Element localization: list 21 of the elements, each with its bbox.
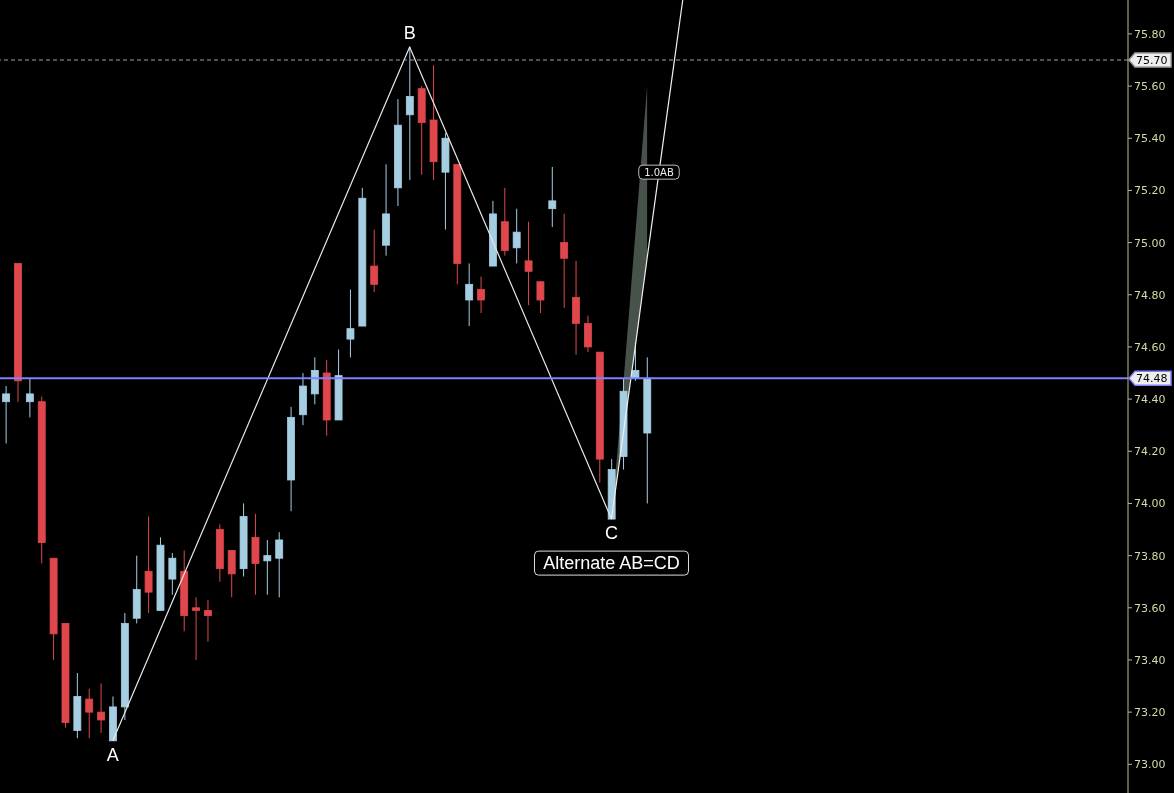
y-tick-label: 74.60	[1134, 340, 1166, 354]
y-tick-label: 75.80	[1134, 27, 1166, 41]
data-label: A	[106, 744, 119, 765]
y-tick-label: 74.20	[1134, 445, 1166, 459]
y-tick-label: 75.00	[1134, 236, 1166, 250]
data-label: C	[604, 523, 618, 544]
annotation: Alternate AB=CD	[543, 553, 680, 574]
y-tick-label: 75.20	[1134, 184, 1166, 198]
y-tick-label: 74.40	[1134, 393, 1166, 407]
y-tick-label: 73.40	[1134, 653, 1166, 667]
y-tick-label: 73.20	[1134, 706, 1166, 720]
y-tick-label: 74.80	[1134, 288, 1166, 302]
y-tick-label: 73.80	[1134, 549, 1166, 563]
ref-line-label: 75.70	[1136, 54, 1168, 67]
y-tick-label: 75.60	[1134, 79, 1166, 93]
y-tick-label: 73.60	[1134, 601, 1166, 615]
y-tick-label: 75.40	[1134, 132, 1166, 146]
ref-line-label: 74.48	[1136, 372, 1168, 386]
y-tick-label: 73.00	[1134, 758, 1166, 772]
data-label: B	[403, 22, 416, 43]
y-tick-label: 74.00	[1134, 497, 1166, 511]
